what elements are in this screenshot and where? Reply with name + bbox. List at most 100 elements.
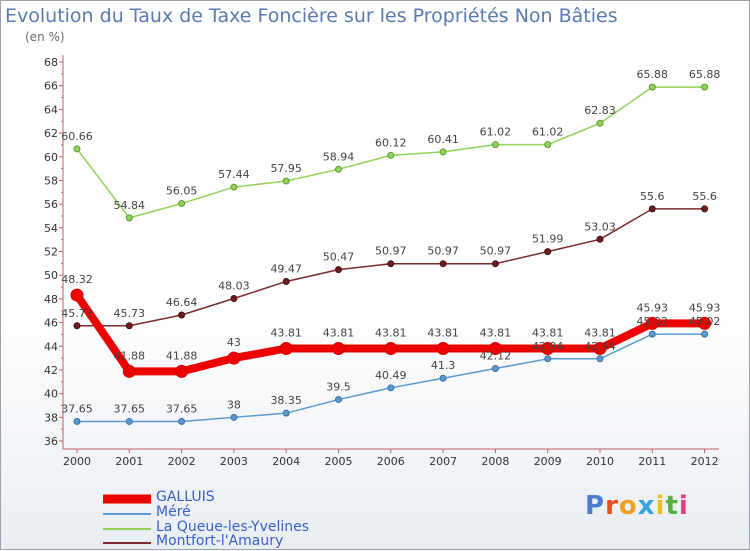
data-label-montfort-l-amaury: 48.03 [218, 280, 250, 293]
data-point-mere [387, 384, 395, 392]
data-label-montfort-l-amaury: 45.73 [61, 307, 93, 320]
x-tick-label: 2009 [534, 455, 562, 468]
data-label-galluis: 43.81 [270, 327, 302, 340]
data-label-montfort-l-amaury: 53.03 [584, 220, 616, 233]
data-point-montfort-l-amaury [701, 205, 709, 213]
y-tick-label: 52 [44, 246, 58, 259]
data-point-galluis [175, 364, 189, 378]
data-label-montfort-l-amaury: 55.6 [692, 190, 717, 203]
chart-title: Evolution du Taux de Taxe Foncière sur l… [5, 5, 618, 27]
data-point-la-queue-les-yvelines [596, 119, 604, 127]
y-tick-label: 64 [44, 103, 58, 116]
data-point-la-queue-les-yvelines [701, 83, 709, 91]
data-label-mere: 45.02 [689, 315, 721, 328]
data-label-montfort-l-amaury: 50.97 [427, 245, 459, 258]
data-point-galluis [541, 342, 555, 356]
data-point-la-queue-les-yvelines [125, 214, 133, 222]
data-point-mere [596, 355, 604, 363]
data-point-mere [73, 417, 81, 425]
data-point-montfort-l-amaury [282, 277, 290, 285]
data-point-galluis [645, 316, 659, 330]
data-label-montfort-l-amaury: 51.99 [532, 233, 564, 246]
data-label-galluis: 43.81 [480, 327, 512, 340]
data-label-galluis: 43.81 [323, 327, 355, 340]
data-label-mere: 37.65 [166, 402, 198, 415]
data-point-mere [439, 374, 447, 382]
x-tick-label: 2003 [220, 455, 248, 468]
y-tick-label: 68 [44, 56, 58, 69]
data-label-galluis: 48.32 [61, 273, 93, 286]
legend-swatch [103, 513, 151, 515]
y-tick-label: 56 [44, 198, 58, 211]
data-label-la-queue-les-yvelines: 65.88 [637, 68, 669, 81]
data-label-montfort-l-amaury: 49.47 [270, 262, 302, 275]
data-label-montfort-l-amaury: 50.47 [323, 251, 355, 264]
data-label-la-queue-les-yvelines: 60.66 [61, 130, 93, 143]
x-tick-label: 2010 [586, 455, 614, 468]
y-tick-label: 36 [44, 435, 58, 448]
data-point-mere [648, 330, 656, 338]
data-label-galluis: 41.88 [114, 349, 146, 362]
y-tick-label: 38 [44, 411, 58, 424]
legend-swatch [103, 528, 151, 530]
legend-swatch [103, 494, 151, 504]
data-label-la-queue-les-yvelines: 65.88 [689, 68, 721, 81]
data-point-la-queue-les-yvelines [387, 151, 395, 159]
data-point-galluis [227, 351, 241, 365]
x-tick-label: 2007 [429, 455, 457, 468]
data-point-montfort-l-amaury [439, 260, 447, 268]
data-point-galluis [698, 316, 712, 330]
x-tick-label: 2001 [115, 455, 143, 468]
data-point-mere [701, 330, 709, 338]
data-label-mere: 40.49 [375, 369, 407, 382]
data-label-mere: 42.94 [532, 340, 564, 353]
y-tick-label: 66 [44, 80, 58, 93]
data-point-la-queue-les-yvelines [439, 148, 447, 156]
data-point-montfort-l-amaury [596, 235, 604, 243]
data-label-la-queue-les-yvelines: 57.95 [270, 162, 302, 175]
data-point-galluis [436, 342, 450, 356]
data-point-la-queue-les-yvelines [282, 177, 290, 185]
y-tick-label: 44 [44, 340, 58, 353]
data-point-montfort-l-amaury [544, 248, 552, 256]
data-label-galluis: 45.93 [689, 301, 721, 314]
data-label-galluis: 43.81 [427, 327, 459, 340]
y-tick-label: 48 [44, 293, 58, 306]
data-label-mere: 38.35 [270, 394, 302, 407]
data-point-mere [125, 417, 133, 425]
data-label-montfort-l-amaury: 46.64 [166, 296, 198, 309]
data-label-la-queue-les-yvelines: 61.02 [532, 126, 564, 139]
data-label-la-queue-les-yvelines: 60.12 [375, 136, 407, 149]
data-label-la-queue-les-yvelines: 62.83 [584, 104, 616, 117]
data-point-galluis [488, 342, 502, 356]
x-tick-label: 2005 [325, 455, 353, 468]
legend-label: Montfort-l'Amaury [156, 533, 284, 549]
proxiti-logo: Proxiti [585, 491, 689, 521]
data-point-montfort-l-amaury [335, 266, 342, 274]
data-label-la-queue-les-yvelines: 61.02 [480, 126, 512, 139]
data-point-galluis [593, 342, 607, 356]
data-label-mere: 42.12 [480, 350, 512, 363]
data-point-montfort-l-amaury [178, 311, 186, 319]
y-tick-label: 46 [44, 317, 58, 330]
data-label-galluis: 43.81 [584, 327, 616, 340]
data-label-mere: 38 [227, 398, 241, 411]
data-label-la-queue-les-yvelines: 57.44 [218, 168, 250, 181]
data-point-la-queue-les-yvelines [648, 83, 656, 91]
data-label-galluis: 43.81 [375, 327, 407, 340]
x-tick-label: 2011 [638, 455, 666, 468]
data-point-mere [282, 409, 290, 417]
data-point-montfort-l-amaury [125, 322, 133, 330]
data-label-galluis: 43 [227, 336, 241, 349]
data-label-galluis: 41.88 [166, 349, 198, 362]
unit-label: (en %) [25, 30, 65, 44]
data-label-montfort-l-amaury: 45.73 [114, 307, 146, 320]
data-point-galluis [122, 364, 136, 378]
y-tick-label: 60 [44, 151, 58, 164]
x-tick-label: 2008 [481, 455, 509, 468]
y-tick-label: 40 [44, 388, 58, 401]
x-tick-label: 2012 [691, 455, 719, 468]
y-tick-label: 42 [44, 364, 58, 377]
data-label-mere: 37.65 [61, 402, 93, 415]
